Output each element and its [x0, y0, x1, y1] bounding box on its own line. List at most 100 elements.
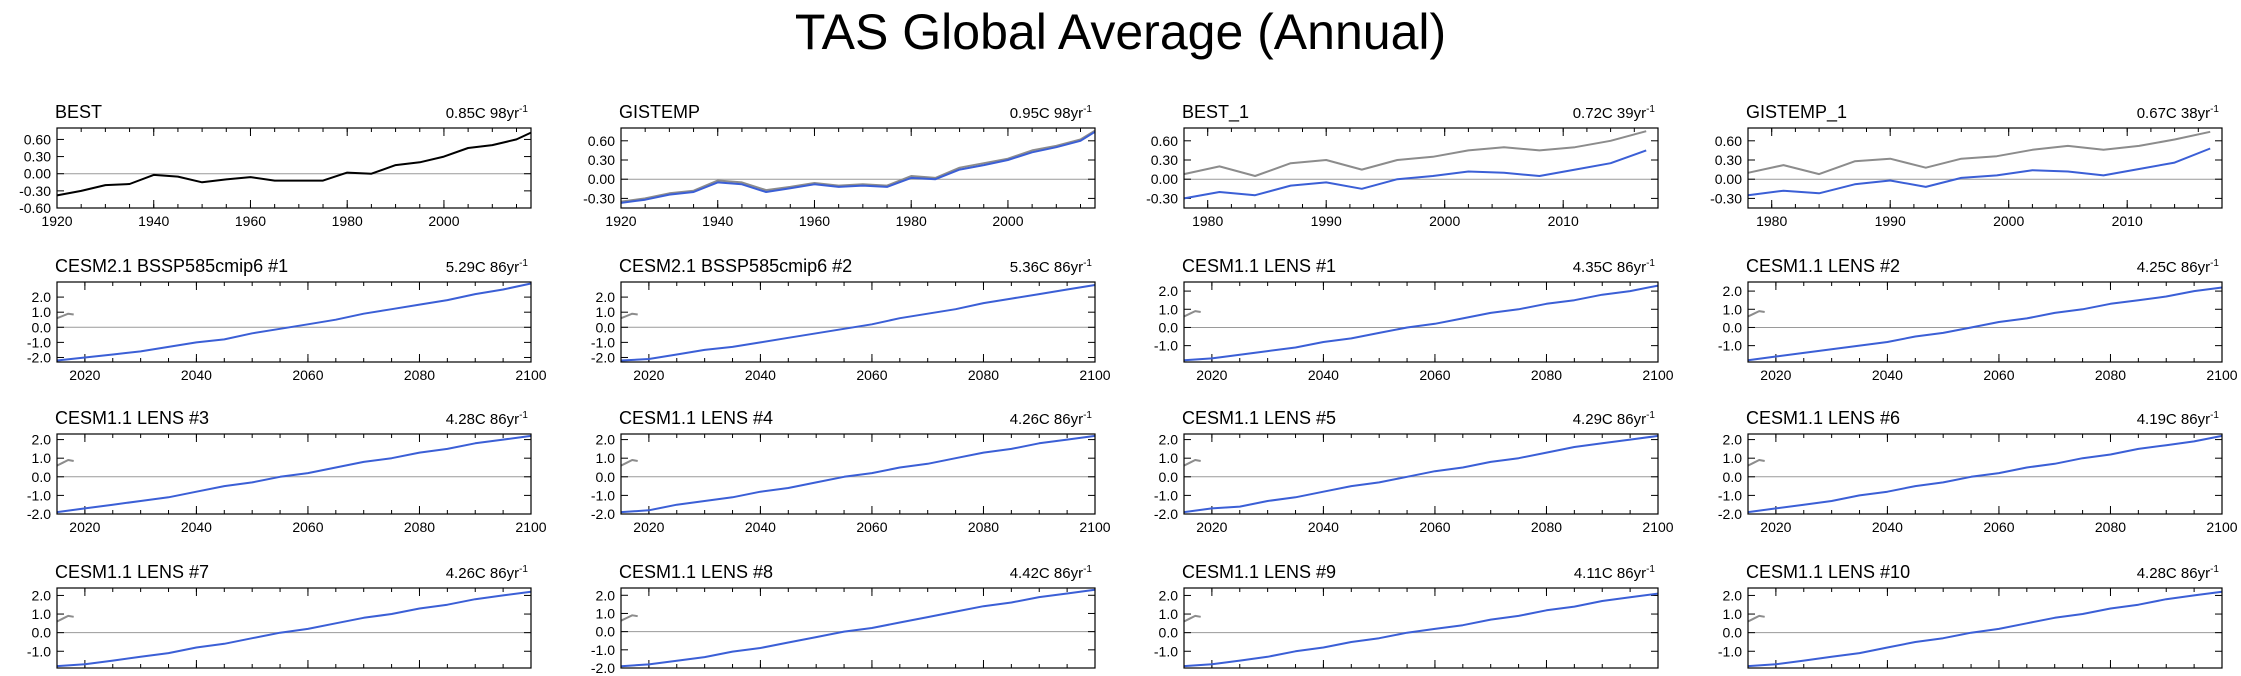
y-tick-label: -1.0	[27, 487, 51, 503]
panel-trend-exponent: -1	[2210, 410, 2219, 421]
y-tick-label: 0.0	[32, 625, 52, 641]
y-tick-label: 1.0	[1159, 606, 1179, 622]
x-tick-label: 2100	[515, 367, 546, 383]
x-tick-label: 1980	[332, 213, 363, 229]
x-tick-label: 2060	[856, 519, 887, 535]
x-tick-label: 2080	[1531, 673, 1562, 676]
y-tick-label: -1.0	[591, 487, 615, 503]
x-tick-label: 2020	[1196, 673, 1227, 676]
y-tick-label: 2.0	[1723, 587, 1743, 603]
y-tick-label: -1.0	[27, 643, 51, 659]
y-tick-label: 2.0	[32, 587, 52, 603]
series-line-grey	[620, 129, 1096, 203]
panel-12: CESM1.1 LENS #6 4.19C 86yr-1 2020 2040 2060 2…	[1718, 408, 2238, 535]
x-tick-label: 2020	[633, 673, 664, 676]
y-tick-label: -1.0	[1154, 643, 1178, 659]
panel-15: CESM1.1 LENS #9 4.11C 86yr-1 2020 2040 2060 2…	[1154, 562, 1674, 676]
series-line-grey	[620, 459, 638, 467]
x-tick-label: 2080	[968, 367, 999, 383]
y-tick-label: -1.0	[591, 642, 615, 658]
y-tick-label: 1.0	[596, 605, 616, 621]
series-line-grey	[1747, 614, 1765, 623]
plot-frame	[1747, 433, 2223, 515]
x-tick-label: 2020	[69, 519, 100, 535]
x-tick-label: 1990	[1875, 213, 1906, 229]
y-tick-label: 0.0	[596, 624, 616, 640]
y-tick-label: 0.00	[588, 171, 615, 187]
panel-trend: 4.26C 86yr-1	[1010, 410, 1093, 428]
y-tick-label: 1.0	[1723, 301, 1743, 317]
y-tick-label: 0.0	[1723, 469, 1743, 485]
series-line-grey	[56, 312, 74, 320]
panel-trend: 0.67C 38yr-1	[2137, 104, 2220, 122]
panel-title: CESM1.1 LENS #7	[55, 562, 209, 582]
y-tick-label: -1.0	[591, 334, 615, 350]
y-tick-label: 2.0	[1723, 283, 1743, 299]
x-tick-label: 2020	[1760, 673, 1791, 676]
x-tick-label: 2020	[633, 367, 664, 383]
y-tick-label: -1.0	[1718, 338, 1742, 354]
panel-trend: 4.42C 86yr-1	[1010, 564, 1093, 582]
x-tick-label: 2100	[2206, 367, 2237, 383]
x-tick-label: 2020	[1760, 367, 1791, 383]
panel-trend: 5.36C 86yr-1	[1010, 258, 1093, 276]
x-tick-label: 2060	[1419, 519, 1450, 535]
y-tick-label: 0.60	[24, 131, 51, 147]
x-tick-label: 2060	[1983, 367, 2014, 383]
y-tick-label: 2.0	[32, 289, 52, 305]
panel-title: BEST_1	[1182, 102, 1249, 123]
y-tick-label: 0.30	[588, 152, 615, 168]
y-tick-label: 2.0	[1723, 432, 1743, 448]
panel-2: GISTEMP 0.95C 98yr-1 1920 1940 1960 1980 2000 0…	[583, 102, 1096, 229]
y-tick-label: 0.0	[1159, 469, 1179, 485]
series-line-blue	[1747, 590, 2223, 668]
panel-title: CESM1.1 LENS #3	[55, 408, 209, 428]
series-line-blue	[620, 130, 1096, 204]
y-tick-label: -0.30	[1146, 190, 1178, 206]
x-tick-label: 2040	[1308, 519, 1339, 535]
panel-trend-exponent: -1	[2210, 104, 2219, 115]
x-tick-label: 2060	[292, 367, 323, 383]
panel-1: BEST 0.85C 98yr-1 1920 1940 1960 1980 2000 0.60…	[19, 102, 532, 229]
y-tick-label: -0.60	[19, 200, 51, 216]
panel-title: CESM1.1 LENS #1	[1182, 256, 1336, 276]
panel-trend-exponent: -1	[2210, 258, 2219, 269]
y-tick-label: 0.00	[1715, 171, 1742, 187]
panel-trend-exponent: -1	[519, 564, 528, 575]
x-tick-label: 2040	[745, 519, 776, 535]
x-tick-label: 2010	[2112, 213, 2143, 229]
plot-frame	[1747, 587, 2223, 669]
x-tick-label: 2060	[1983, 519, 2014, 535]
panel-trend-exponent: -1	[2210, 564, 2219, 575]
x-tick-label: 1920	[605, 213, 636, 229]
x-tick-label: 2060	[1419, 367, 1450, 383]
panel-trend-exponent: -1	[1083, 258, 1092, 269]
x-tick-label: 2100	[1642, 673, 1673, 676]
series-line-grey	[1747, 310, 1765, 318]
x-tick-label: 2040	[1872, 519, 1903, 535]
plot-frame	[56, 433, 532, 515]
x-tick-label: 2080	[968, 673, 999, 676]
x-tick-label: 2020	[633, 519, 664, 535]
main-title: TAS Global Average (Annual)	[794, 4, 1447, 60]
y-tick-label: -2.0	[27, 506, 51, 522]
panel-trend: 4.35C 86yr-1	[1573, 258, 1656, 276]
panel-title: CESM1.1 LENS #10	[1746, 562, 1910, 582]
panel-title: GISTEMP	[619, 102, 700, 122]
x-tick-label: 1920	[41, 213, 72, 229]
series-line-grey	[1183, 130, 1647, 177]
x-tick-label: 2040	[745, 673, 776, 676]
y-tick-label: 0.0	[596, 469, 616, 485]
panel-trend-exponent: -1	[1083, 104, 1092, 115]
series-line-black	[56, 131, 532, 197]
panel-16: CESM1.1 LENS #10 4.28C 86yr-1 2020 2040 2060…	[1718, 562, 2238, 676]
y-tick-label: -2.0	[591, 660, 615, 676]
plot-frame	[620, 127, 1096, 209]
y-tick-label: 0.00	[24, 166, 51, 182]
panel-trend-exponent: -1	[1646, 564, 1655, 575]
x-tick-label: 2060	[292, 519, 323, 535]
series-line-grey	[620, 614, 638, 622]
panel-11: CESM1.1 LENS #5 4.29C 86yr-1 2020 2040 2060 2…	[1154, 408, 1674, 535]
panel-trend-exponent: -1	[1646, 258, 1655, 269]
panel-trend-exponent: -1	[1646, 410, 1655, 421]
